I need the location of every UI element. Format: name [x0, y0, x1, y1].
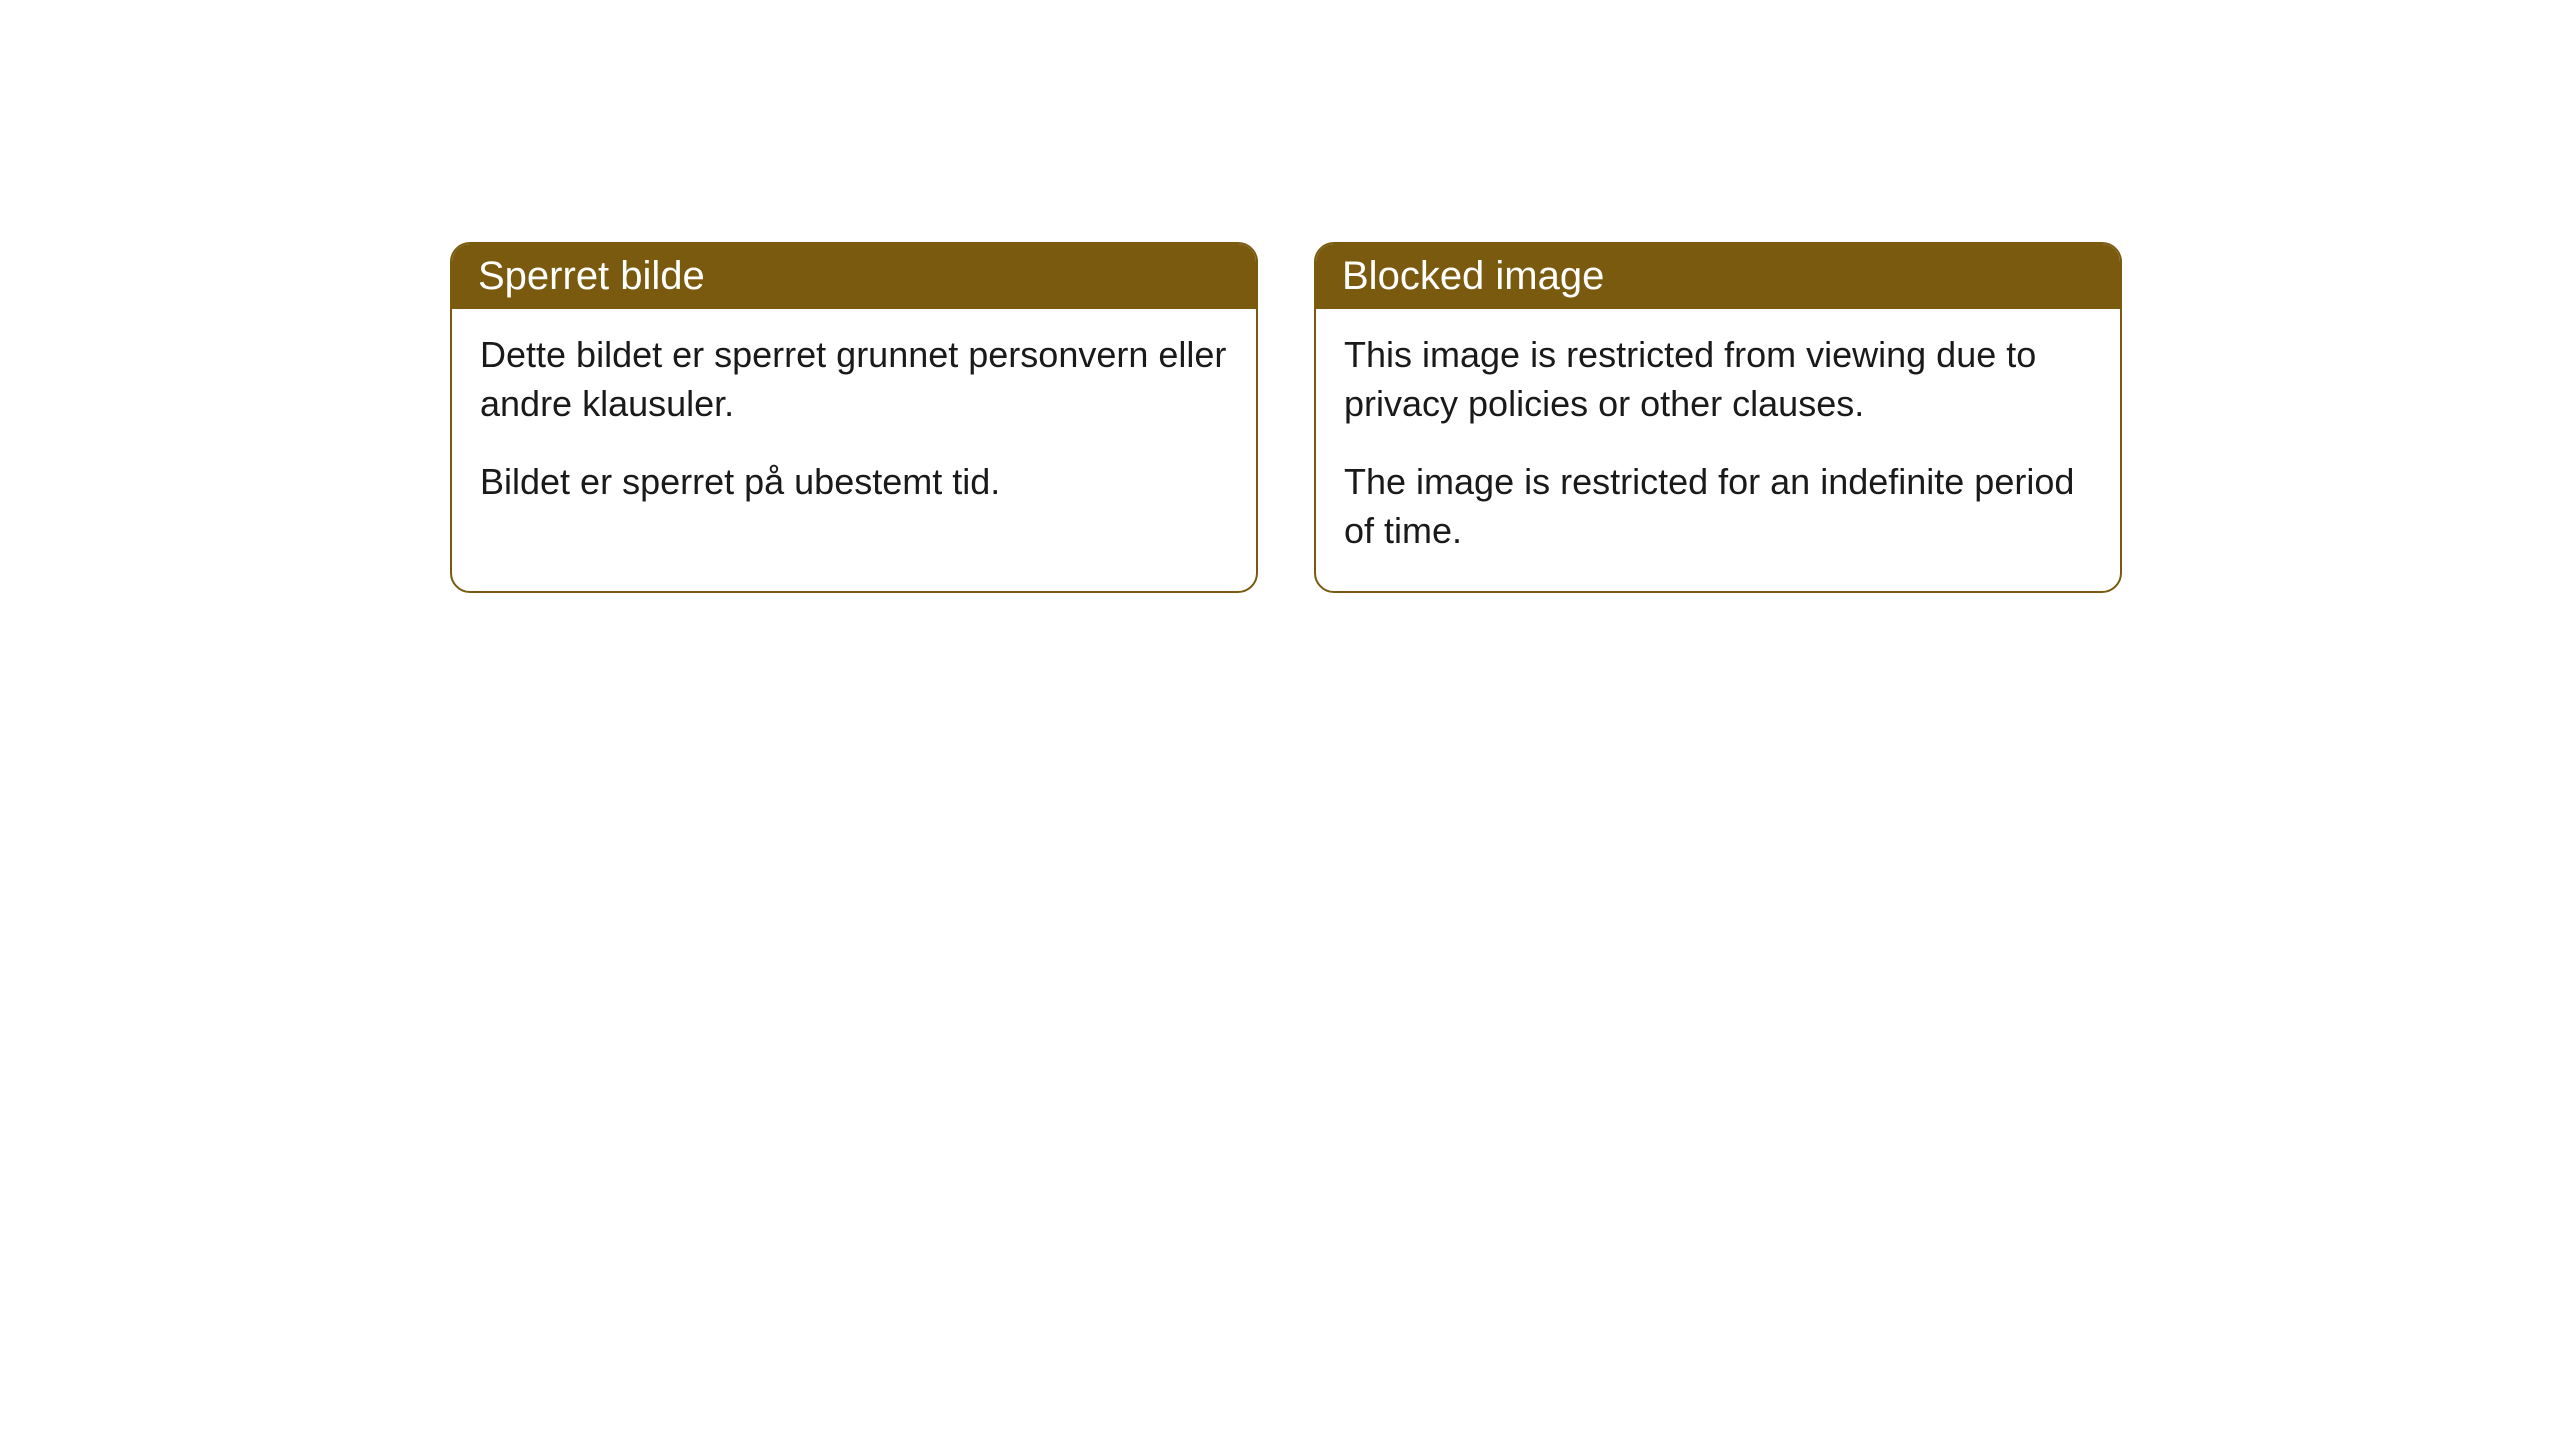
- card-header-norwegian: Sperret bilde: [452, 244, 1256, 309]
- card-header-english: Blocked image: [1316, 244, 2120, 309]
- card-paragraph-1-english: This image is restricted from viewing du…: [1344, 331, 2092, 428]
- card-paragraph-2-english: The image is restricted for an indefinit…: [1344, 458, 2092, 555]
- card-body-english: This image is restricted from viewing du…: [1316, 309, 2120, 591]
- card-paragraph-2-norwegian: Bildet er sperret på ubestemt tid.: [480, 458, 1228, 507]
- card-english: Blocked image This image is restricted f…: [1314, 242, 2122, 593]
- cards-container: Sperret bilde Dette bildet er sperret gr…: [0, 0, 2560, 593]
- card-paragraph-1-norwegian: Dette bildet er sperret grunnet personve…: [480, 331, 1228, 428]
- card-body-norwegian: Dette bildet er sperret grunnet personve…: [452, 309, 1256, 543]
- card-norwegian: Sperret bilde Dette bildet er sperret gr…: [450, 242, 1258, 593]
